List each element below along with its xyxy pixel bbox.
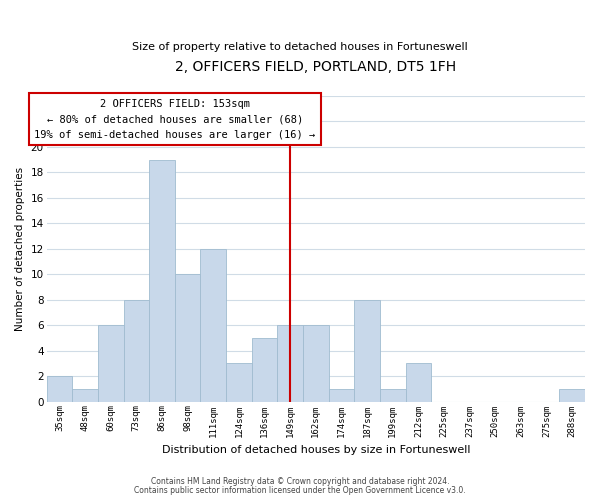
Title: 2, OFFICERS FIELD, PORTLAND, DT5 1FH: 2, OFFICERS FIELD, PORTLAND, DT5 1FH (175, 60, 457, 74)
Bar (380, 389, 406, 402)
Bar (149, 160, 175, 402)
Text: Contains public sector information licensed under the Open Government Licence v3: Contains public sector information licen… (134, 486, 466, 495)
Bar (226, 364, 251, 402)
Bar (175, 274, 200, 402)
Bar (47, 376, 72, 402)
Bar (251, 338, 277, 402)
Bar (277, 325, 303, 402)
Bar (559, 389, 585, 402)
Bar (406, 364, 431, 402)
Bar (72, 389, 98, 402)
Bar (124, 300, 149, 402)
Bar (200, 249, 226, 402)
Bar (98, 325, 124, 402)
Text: 2 OFFICERS FIELD: 153sqm
← 80% of detached houses are smaller (68)
19% of semi-d: 2 OFFICERS FIELD: 153sqm ← 80% of detach… (34, 98, 316, 140)
Bar (354, 300, 380, 402)
Bar (329, 389, 354, 402)
X-axis label: Distribution of detached houses by size in Fortuneswell: Distribution of detached houses by size … (161, 445, 470, 455)
Text: Contains HM Land Registry data © Crown copyright and database right 2024.: Contains HM Land Registry data © Crown c… (151, 477, 449, 486)
Y-axis label: Number of detached properties: Number of detached properties (15, 167, 25, 331)
Text: Size of property relative to detached houses in Fortuneswell: Size of property relative to detached ho… (132, 42, 468, 52)
Bar (303, 325, 329, 402)
